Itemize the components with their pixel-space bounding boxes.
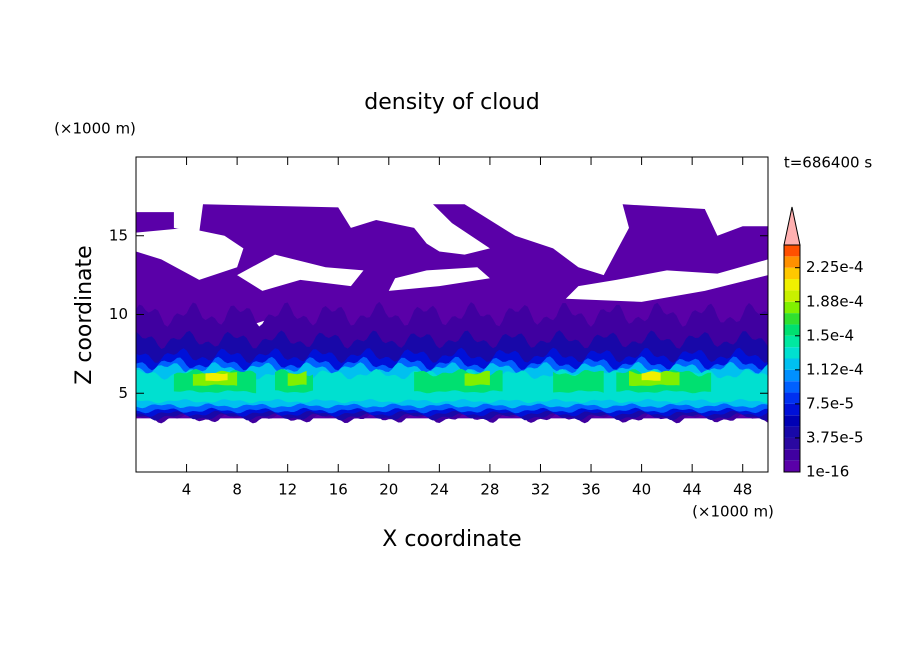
- contour-region: [464, 370, 490, 386]
- colorbar-band: [784, 415, 800, 427]
- colorbar-tick-label: 1.88e-4: [806, 292, 864, 310]
- colorbar-band: [784, 290, 800, 302]
- colorbar-tick-label: 3.75e-5: [806, 428, 864, 446]
- x-axis-label: X coordinate: [382, 527, 521, 552]
- colorbar-tick-label: 1.12e-4: [806, 360, 864, 378]
- y-unit: (×1000 m): [54, 120, 136, 138]
- contour-region: [287, 370, 307, 386]
- x-unit: (×1000 m): [692, 503, 774, 521]
- x-tick-label: 24: [430, 481, 449, 499]
- colorbar-band: [784, 392, 800, 404]
- y-tick-label: 15: [109, 226, 128, 244]
- colorbar-band: [784, 437, 800, 450]
- colorbar-band: [784, 347, 800, 359]
- colorbar-band: [784, 426, 800, 438]
- y-tick-label: 5: [118, 384, 128, 402]
- colorbar-band: [784, 460, 800, 472]
- colorbar-frame: [783, 244, 801, 473]
- cloud-gap: [237, 254, 364, 291]
- x-tick-label: 36: [581, 481, 600, 499]
- colorbar-band: [784, 245, 800, 257]
- x-tick-label: 44: [683, 481, 702, 499]
- colorbar-band: [784, 403, 800, 416]
- x-tick-label: 48: [733, 481, 752, 499]
- x-tick-label: 8: [232, 481, 242, 499]
- contour-region: [205, 373, 228, 382]
- colorbar-band: [784, 313, 800, 325]
- colorbar-band: [784, 381, 800, 393]
- colorbar-tick-label: 2.25e-4: [806, 258, 864, 276]
- colorbar-band: [784, 449, 800, 461]
- x-tick-label: 28: [480, 481, 499, 499]
- x-tick-label: 40: [632, 481, 651, 499]
- colorbar-tick-label: 7.5e-5: [806, 394, 854, 412]
- colorbar-band: [784, 369, 800, 382]
- colorbar-band: [784, 358, 800, 370]
- colorbar-band: [784, 256, 800, 268]
- colorbar-band: [784, 279, 800, 291]
- x-tick-label: 32: [531, 481, 550, 499]
- cloud-gap: [136, 227, 244, 280]
- x-tick-label: 12: [278, 481, 297, 499]
- contour-region: [553, 370, 604, 393]
- chart-title: density of cloud: [364, 90, 539, 115]
- contour-region: [641, 371, 661, 381]
- x-tick-label: 4: [182, 481, 192, 499]
- colorbar-band: [784, 324, 800, 336]
- time-label: t=686400 s: [784, 154, 872, 172]
- colorbar-band: [784, 267, 800, 280]
- colorbar-extend: [783, 206, 801, 246]
- cloud-gap: [388, 267, 490, 291]
- colorbar-tick-label: 1e-16: [806, 463, 849, 481]
- x-tick-label: 20: [379, 481, 398, 499]
- colorbar-band: [784, 335, 800, 348]
- y-axis-label: Z coordinate: [72, 245, 97, 384]
- colorbar-band: [784, 301, 800, 314]
- x-tick-label: 16: [329, 481, 348, 499]
- contour-field: [136, 204, 768, 425]
- cloud-gap: [565, 259, 768, 302]
- colorbar-tick-label: 1.5e-4: [806, 326, 854, 344]
- y-tick-label: 10: [109, 305, 128, 323]
